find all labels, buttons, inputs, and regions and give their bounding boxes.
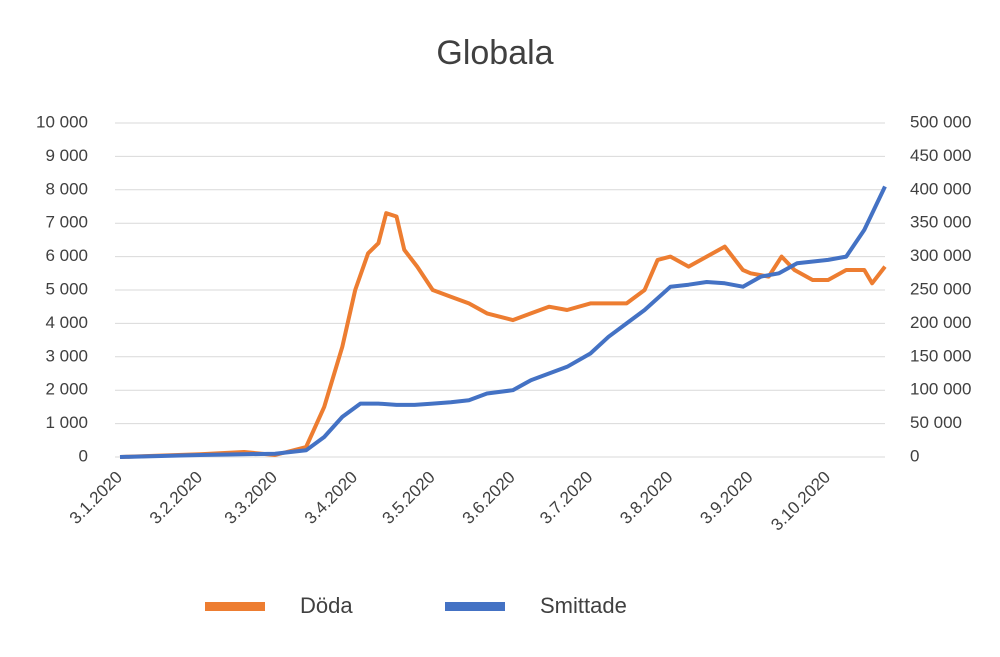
y2-tick-label: 0	[910, 446, 919, 465]
x-tick-label: 3.2.2020	[146, 468, 206, 528]
x-tick-label: 3.7.2020	[536, 468, 596, 528]
y-tick-label: 2 000	[45, 380, 88, 399]
series-line	[119, 185, 887, 459]
y-tick-label: 7 000	[45, 213, 88, 232]
y-tick-label: 10 000	[36, 112, 88, 131]
y2-tick-label: 50 000	[910, 413, 962, 432]
y2-tick-label: 300 000	[910, 246, 971, 265]
y-tick-label: 3 000	[45, 346, 88, 365]
legend-label: Smittade	[540, 593, 627, 618]
chart-title: Globala	[436, 34, 553, 72]
y-tick-label: 8 000	[45, 179, 88, 198]
y2-tick-label: 500 000	[910, 112, 971, 131]
x-tick-label: 3.1.2020	[66, 468, 126, 528]
y2-tick-label: 100 000	[910, 380, 971, 399]
legend-label: Döda	[300, 593, 353, 618]
y-tick-label: 4 000	[45, 313, 88, 332]
y2-tick-label: 250 000	[910, 279, 971, 298]
y-tick-label: 9 000	[45, 146, 88, 165]
x-tick-label: 3.9.2020	[696, 468, 756, 528]
y2-tick-label: 400 000	[910, 179, 971, 198]
x-tick-label: 3.5.2020	[378, 468, 438, 528]
y2-tick-label: 200 000	[910, 313, 971, 332]
x-tick-label: 3.3.2020	[221, 468, 281, 528]
y2-tick-label: 450 000	[910, 146, 971, 165]
y-tick-label: 6 000	[45, 246, 88, 265]
legend-swatch	[445, 602, 505, 611]
y2-tick-label: 150 000	[910, 346, 971, 365]
y-tick-label: 1 000	[45, 413, 88, 432]
y-tick-label: 0	[79, 446, 88, 465]
legend-swatch	[205, 602, 265, 611]
x-tick-label: 3.10.2020	[767, 468, 834, 535]
y2-tick-label: 350 000	[910, 213, 971, 232]
x-tick-label: 3.8.2020	[616, 468, 676, 528]
series-line	[119, 211, 887, 459]
y-tick-label: 5 000	[45, 279, 88, 298]
x-tick-label: 3.6.2020	[459, 468, 519, 528]
x-tick-label: 3.4.2020	[301, 468, 361, 528]
